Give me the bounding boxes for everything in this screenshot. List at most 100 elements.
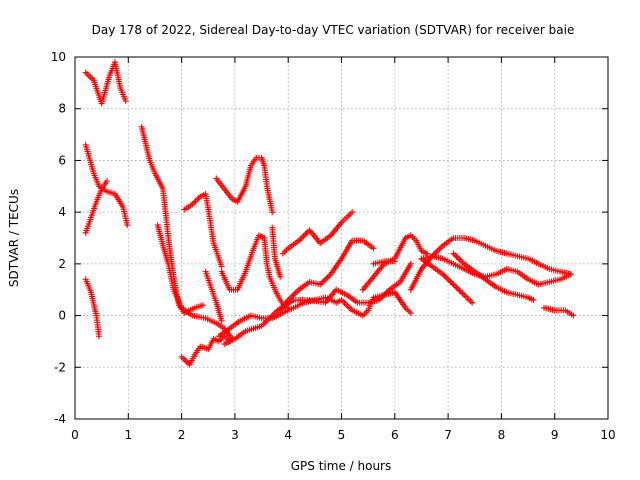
x-tick-label: 1 xyxy=(124,428,132,442)
data-points xyxy=(82,59,577,368)
x-tick-label: 4 xyxy=(284,428,292,442)
series-s21 xyxy=(418,255,476,306)
series-s6 xyxy=(154,222,236,342)
data-point xyxy=(277,273,284,280)
data-point xyxy=(447,278,454,285)
data-point xyxy=(436,245,443,252)
x-tick-label: 2 xyxy=(178,428,186,442)
data-point xyxy=(458,257,465,264)
data-point xyxy=(450,250,457,257)
series-s3 xyxy=(82,178,110,236)
x-tick-label: 3 xyxy=(231,428,239,442)
data-point xyxy=(103,178,110,185)
data-point xyxy=(567,271,574,278)
data-point xyxy=(346,304,353,311)
data-point xyxy=(344,302,351,309)
series-s15 xyxy=(279,209,356,257)
data-point xyxy=(370,245,377,252)
series-s7 xyxy=(178,333,233,368)
data-point xyxy=(324,274,331,281)
series-s17 xyxy=(359,232,430,293)
series-s9 xyxy=(202,268,225,324)
data-point xyxy=(453,284,460,291)
data-point xyxy=(456,256,463,263)
data-point xyxy=(407,260,414,267)
data-point xyxy=(444,275,451,282)
data-point xyxy=(318,280,325,287)
data-point xyxy=(469,299,476,306)
data-point xyxy=(218,263,225,270)
x-axis-label: GPS time / hours xyxy=(291,459,392,473)
chart-title: Day 178 of 2022, Sidereal Day-to-day VTE… xyxy=(92,23,575,37)
data-point xyxy=(570,312,577,319)
data-point xyxy=(530,297,537,304)
data-point xyxy=(95,333,102,340)
data-point xyxy=(442,274,449,281)
data-point xyxy=(301,231,308,238)
data-point xyxy=(459,290,466,297)
y-tick-label: 8 xyxy=(58,102,66,116)
axis-ticks: 0 1 2 3 4 5 6 7 8 9 10 -4 -2 0 2 4 6 8 10 xyxy=(51,50,616,442)
data-point xyxy=(448,280,455,287)
data-point xyxy=(432,250,439,257)
data-point xyxy=(124,222,131,229)
data-point xyxy=(441,272,448,279)
data-point xyxy=(349,209,356,216)
data-point xyxy=(459,259,466,266)
series-s20 xyxy=(418,253,574,288)
series-s22 xyxy=(450,250,537,304)
series-s18 xyxy=(370,258,398,267)
y-tick-label: 2 xyxy=(58,257,66,271)
data-point xyxy=(454,254,461,261)
x-tick-label: 9 xyxy=(551,428,559,442)
data-point xyxy=(458,288,465,295)
y-tick-label: 4 xyxy=(58,205,66,219)
data-point xyxy=(300,233,307,240)
data-point xyxy=(298,234,305,241)
series-s12 xyxy=(218,232,292,311)
grid-lines xyxy=(75,57,608,419)
data-point xyxy=(321,277,328,284)
y-tick-label: -4 xyxy=(54,412,66,426)
data-point xyxy=(445,277,452,284)
series-s1 xyxy=(82,59,129,107)
data-point xyxy=(122,97,129,104)
x-tick-label: 6 xyxy=(391,428,399,442)
data-point xyxy=(391,258,398,265)
data-point xyxy=(456,287,463,294)
series-s11 xyxy=(269,224,284,280)
data-point xyxy=(323,275,330,282)
x-tick-label: 7 xyxy=(444,428,452,442)
x-tick-label: 5 xyxy=(338,428,346,442)
data-point xyxy=(343,301,350,308)
data-point xyxy=(289,292,296,299)
data-point xyxy=(297,236,304,243)
series-s16 xyxy=(277,237,377,314)
series-s4 xyxy=(82,276,102,340)
y-tick-label: 10 xyxy=(51,50,66,64)
data-point xyxy=(453,253,460,260)
series-s13 xyxy=(221,260,414,348)
data-point xyxy=(451,283,458,290)
data-point xyxy=(303,230,310,237)
data-point xyxy=(294,288,301,295)
data-point xyxy=(407,309,414,316)
series-s10 xyxy=(213,154,276,216)
data-point xyxy=(326,272,333,279)
data-point xyxy=(454,285,461,292)
series-s2 xyxy=(82,141,131,229)
data-point xyxy=(438,244,445,251)
y-tick-label: 6 xyxy=(58,153,66,167)
data-point xyxy=(435,247,442,254)
data-point xyxy=(218,317,225,324)
data-point xyxy=(320,278,327,285)
data-point xyxy=(423,250,430,257)
series-s8 xyxy=(181,191,225,270)
x-tick-label: 8 xyxy=(498,428,506,442)
data-point xyxy=(199,302,206,309)
data-point xyxy=(292,289,299,296)
data-point xyxy=(291,291,298,298)
data-point xyxy=(451,251,458,258)
data-point xyxy=(269,209,276,216)
